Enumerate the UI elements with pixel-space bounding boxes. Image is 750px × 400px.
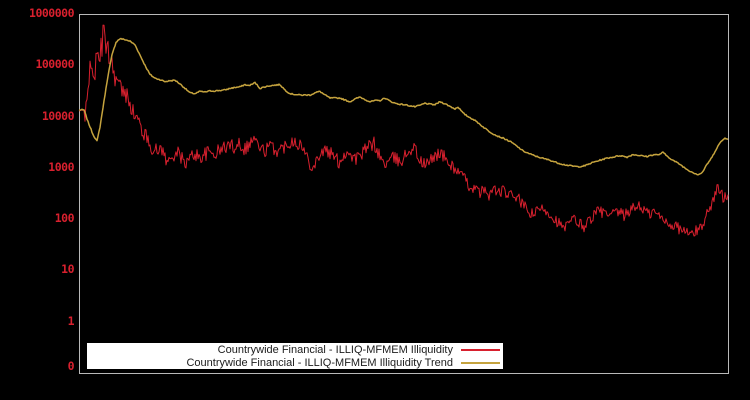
y-axis-tick-label: 10000 [41,108,75,123]
legend-label-trend: Countrywide Financial - ILLIQ-MFMEM Illi… [186,356,453,369]
y-axis-tick-label: 1 [67,313,75,328]
legend-line-sample-trend [461,361,500,364]
y-axis-tick-label: 10 [61,262,74,277]
y-axis-tick-label: 1000 [48,159,74,174]
y-axis-tick-label: 1000000 [29,6,74,20]
legend-entry-trend: Countrywide Financial - ILLIQ-MFMEM Illi… [87,356,503,369]
series-line-trend [78,37,729,176]
plot-border [79,14,729,374]
legend-line-sample-illiquidity [461,348,500,351]
series-line-illiquidity [78,24,729,237]
y-axis-tick-label: 0 [67,359,75,373]
legend-entry-illiquidity: Countrywide Financial - ILLIQ-MFMEM Illi… [87,343,503,356]
chart-legend: Countrywide Financial - ILLIQ-MFMEM Illi… [87,343,503,369]
y-axis-tick-label: 100 [54,211,75,226]
y-axis-tick-label: 100000 [35,57,74,72]
legend-label-illiquidity: Countrywide Financial - ILLIQ-MFMEM Illi… [217,343,453,356]
